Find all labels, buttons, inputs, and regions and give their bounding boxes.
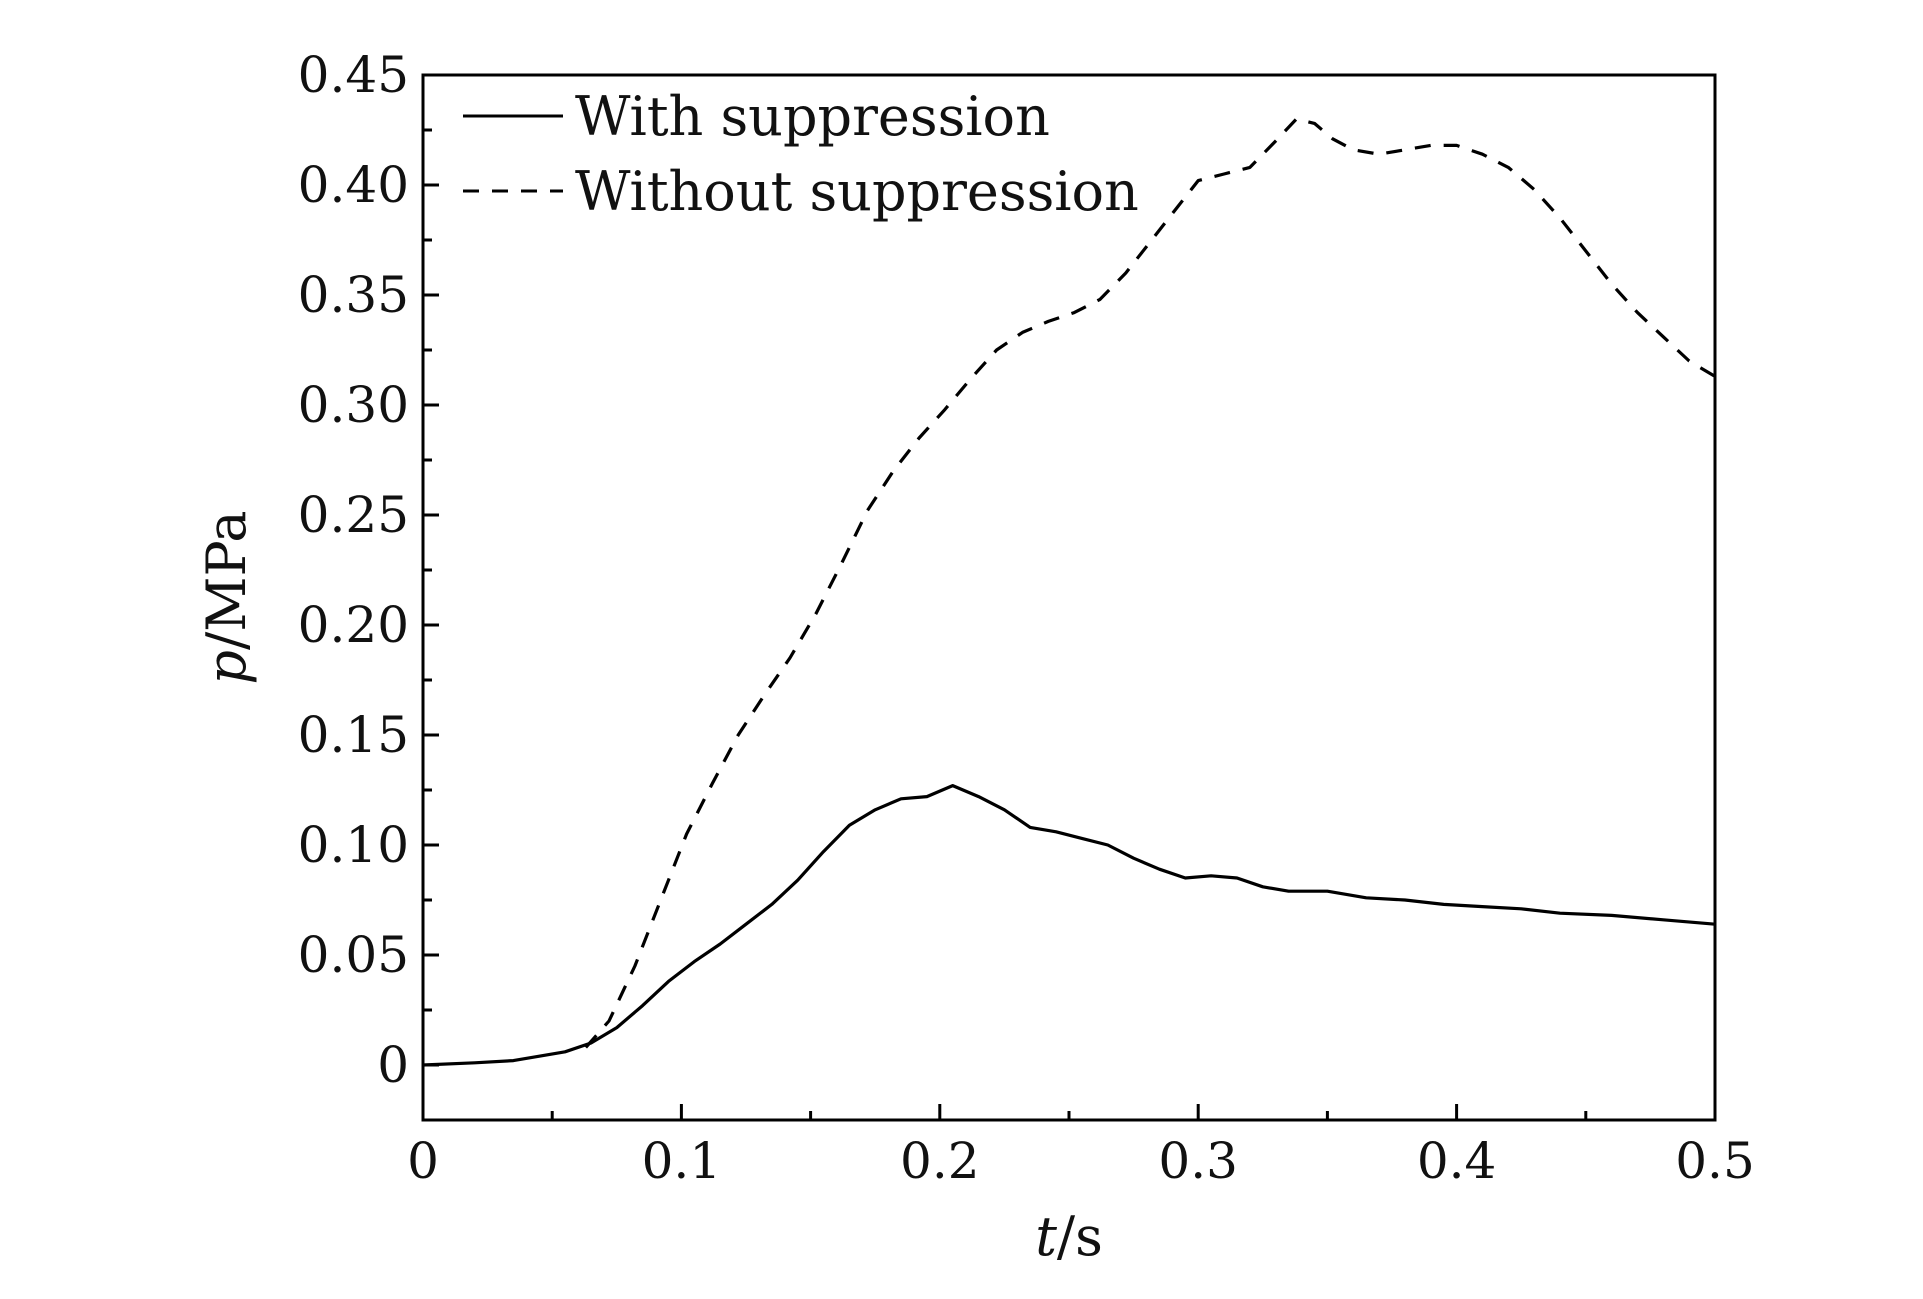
x-tick-label: 0	[407, 1132, 439, 1190]
y-tick-label: 0.35	[298, 266, 409, 324]
y-tick-label: 0	[377, 1036, 409, 1094]
y-axis-unit: /MPa	[195, 510, 258, 650]
legend-label-with-suppression: With suppression	[575, 85, 1050, 148]
series-layer	[422, 117, 1716, 1067]
x-axis-unit: /s	[1057, 1205, 1103, 1268]
y-tick-label: 0.10	[298, 816, 409, 874]
y-tick-label: 0.25	[298, 486, 409, 544]
legend-label-without-suppression: Without suppression	[575, 160, 1139, 223]
x-tick-label: 0.5	[1675, 1132, 1755, 1190]
series-line-with-suppression	[422, 784, 1716, 1067]
y-tick-label: 0.40	[298, 156, 409, 214]
plot-area-frame	[421, 73, 1717, 1122]
y-axis-title: p/MPa	[195, 510, 258, 684]
y-tick-label: 0.20	[298, 596, 409, 654]
y-axis-variable: p	[195, 650, 258, 685]
axis-ticks	[421, 73, 1717, 1120]
axis-tick-labels: 0 0.1 0.2 0.3 0.4 0.5 0 0.05 0.10 0.15 0.20 0.25 0.3…	[298, 46, 1755, 1190]
x-tick-label: 0.2	[900, 1132, 980, 1190]
x-tick-label: 0.3	[1158, 1132, 1238, 1190]
x-tick-label: 0.4	[1417, 1132, 1497, 1190]
legend: With suppression Without suppression	[463, 85, 1139, 223]
y-tick-label: 0.15	[298, 706, 409, 764]
x-tick-label: 0.1	[642, 1132, 722, 1190]
x-axis-variable: t	[1035, 1205, 1057, 1268]
y-tick-label: 0.30	[298, 376, 409, 434]
y-tick-label: 0.45	[298, 46, 409, 104]
x-axis-title: t/s	[1035, 1205, 1103, 1268]
y-tick-label: 0.05	[298, 926, 409, 984]
series-line-without-suppression	[584, 117, 1716, 1049]
